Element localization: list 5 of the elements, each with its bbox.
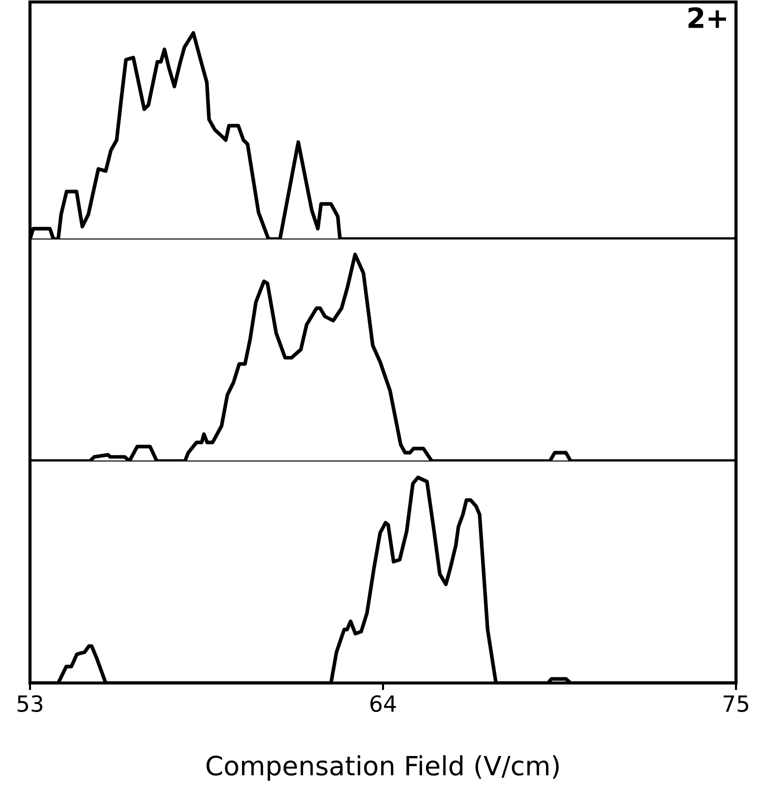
x-axis-title: Compensation Field (V/cm) (206, 755, 559, 781)
x-tick-label: 75 (724, 695, 748, 712)
text: 2+ (688, 7, 726, 28)
x-tick-label: 53 (18, 695, 42, 712)
x-tick-label: 64 (370, 695, 396, 712)
